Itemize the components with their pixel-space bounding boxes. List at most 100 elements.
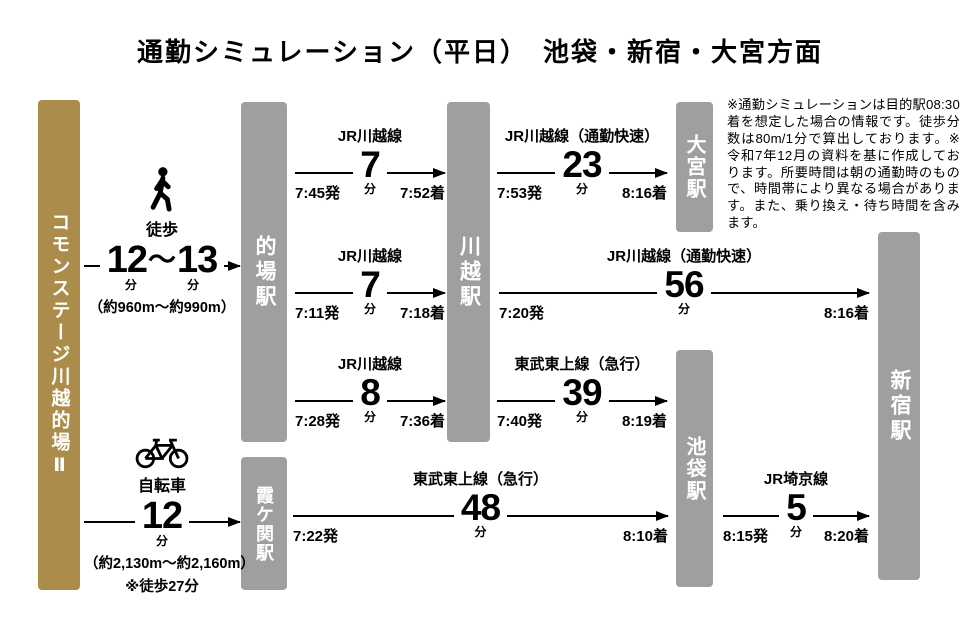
station-name: 川越駅 [457,234,481,310]
route-line [84,498,135,534]
minutes-unit: 分 [155,534,168,549]
line-name: 東武東上線（急行） [514,356,650,373]
arrival-time: 7:18着 [399,305,445,323]
route-arrow [386,267,447,302]
route-arrow [812,490,871,525]
route-line [723,490,780,525]
route-line [295,267,354,302]
arrival-time: 8:19着 [621,413,667,431]
station-bar-omiya: 大宮駅 [676,102,713,232]
station-bar-ikebukuro: 池袋駅 [676,350,713,587]
origin-bar: コモンステージ川越的場Ⅱ [38,100,80,590]
station-bar-matoba: 的場駅 [241,102,287,442]
minutes-unit: 分 [677,302,690,317]
route-line [497,147,556,182]
departure-time: 7:22発 [293,528,339,546]
station-bar-kawagoe: 川越駅 [447,102,490,442]
duration-minutes: 39 [562,372,602,413]
minutes-high: 13 [177,239,218,281]
station-name: 的場駅 [253,234,276,310]
minutes-units: 分 分 [124,278,200,293]
departure-time: 7:28発 [295,413,341,431]
route-arrow [507,490,669,525]
segment-kawagoe-ikebukuro: 東武東上線（急行） 39 7:40発 分 8:19着 [497,353,669,431]
station-bar-kasumigaseki: 霞ケ関駅 [241,457,287,590]
page-title: 通勤シミュレーション（平日） 池袋・新宿・大宮方面 [137,37,823,67]
arrival-time: 8:10着 [622,528,668,546]
station-name: 大宮駅 [683,134,705,200]
arrival-time: 7:36着 [399,413,445,431]
station-bar-shinjuku: 新宿駅 [878,232,920,580]
departure-time: 7:40発 [497,413,543,431]
station-name: 霞ケ関駅 [254,485,274,562]
departure-time: 7:11発 [295,305,340,323]
route-line [84,242,100,278]
minutes-unit: 分 [363,182,376,197]
route-line [293,490,454,525]
duration-minutes-range: 12 ～ 13 [100,239,225,281]
route-line [295,147,354,182]
arrival-time: 8:16着 [621,185,667,203]
segment-kasumigaseki-ikebukuro: 東武東上線（急行） 48 7:22発 分 8:10着 [293,468,669,546]
route-line [499,267,658,302]
bicycle-walk-note: ※徒歩27分 [125,579,199,596]
walk-person-icon [84,166,240,213]
bicycle-distance: （約2,130m～約2,160m） [84,556,255,573]
minutes-unit: 分 [575,182,588,197]
route-arrow [608,375,669,410]
range-tilde: ～ [147,244,176,276]
minutes-unit: 分 [789,525,802,540]
segment-matoba-kawagoe-b: JR川越線 7 7:11発 分 7:18着 [295,245,447,323]
line-name: JR川越線 [337,356,403,373]
line-name: JR埼京線 [763,471,829,488]
departure-time: 7:45発 [295,185,341,203]
departure-time: 7:53発 [497,185,543,203]
line-name: JR川越線 [337,128,403,145]
origin-name: コモンステージ川越的場Ⅱ [48,211,70,479]
arrival-time: 8:20着 [823,528,869,546]
minutes-unit: 分 [363,302,376,317]
line-name: JR川越線（通勤快速） [504,128,660,145]
departure-time: 8:15発 [723,528,769,546]
arrival-time: 8:16着 [823,305,869,323]
duration-minutes: 12 [141,495,183,537]
disclaimer-note: ※通勤シミュレーションは目的駅08:30着を想定した場合の情報です。徒歩分数は8… [727,97,960,231]
minutes-unit: 分 [575,410,588,425]
route-arrow [608,147,669,182]
access-walk-origin-to-matoba: 徒歩 12 ～ 13 分 分 （約960m～約990m） [84,166,241,317]
departure-time: 7:20発 [499,305,545,323]
duration-minutes: 5 [786,487,807,528]
route-arrow [189,498,241,534]
segment-kawagoe-shinjuku: JR川越線（通勤快速） 56 7:20発 分 8:16着 [499,245,871,323]
duration-minutes: 23 [562,144,602,185]
route-line [295,375,354,410]
mode-label: 自転車 [137,478,186,495]
duration-minutes: 7 [360,264,381,305]
bicycle-icon [84,434,240,469]
minutes-low: 12 [106,239,148,281]
route-arrow [386,147,447,182]
segment-matoba-kawagoe-c: JR川越線 8 7:28発 分 7:36着 [295,353,447,431]
minutes-unit: 分 [363,410,376,425]
line-name: 東武東上線（急行） [412,471,548,488]
route-line [497,375,556,410]
segment-matoba-kawagoe-a: JR川越線 7 7:45発 分 7:52着 [295,125,447,203]
route-arrow [710,267,871,302]
duration-minutes: 7 [360,144,381,185]
line-name: JR川越線 [337,248,403,265]
route-arrow [224,242,241,278]
minutes-unit: 分 [474,525,487,540]
segment-ikebukuro-shinjuku: JR埼京線 5 8:15発 分 8:20着 [723,468,871,546]
arrival-time: 7:52着 [399,185,445,203]
station-name: 池袋駅 [683,435,705,502]
duration-minutes: 48 [460,487,501,528]
segment-kawagoe-omiya: JR川越線（通勤快速） 23 7:53発 分 8:16着 [497,125,669,203]
route-arrow [386,375,447,410]
mode-label: 徒歩 [145,222,178,239]
duration-minutes: 8 [360,372,381,413]
walk-distance: （約960m～約990m） [88,300,236,317]
line-name: JR川越線（通勤快速） [606,248,762,265]
access-bicycle-origin-to-kasumigaseki: 自転車 12 分 （約2,130m～約2,160m） ※徒歩27分 [84,434,255,596]
duration-minutes: 56 [664,264,704,305]
